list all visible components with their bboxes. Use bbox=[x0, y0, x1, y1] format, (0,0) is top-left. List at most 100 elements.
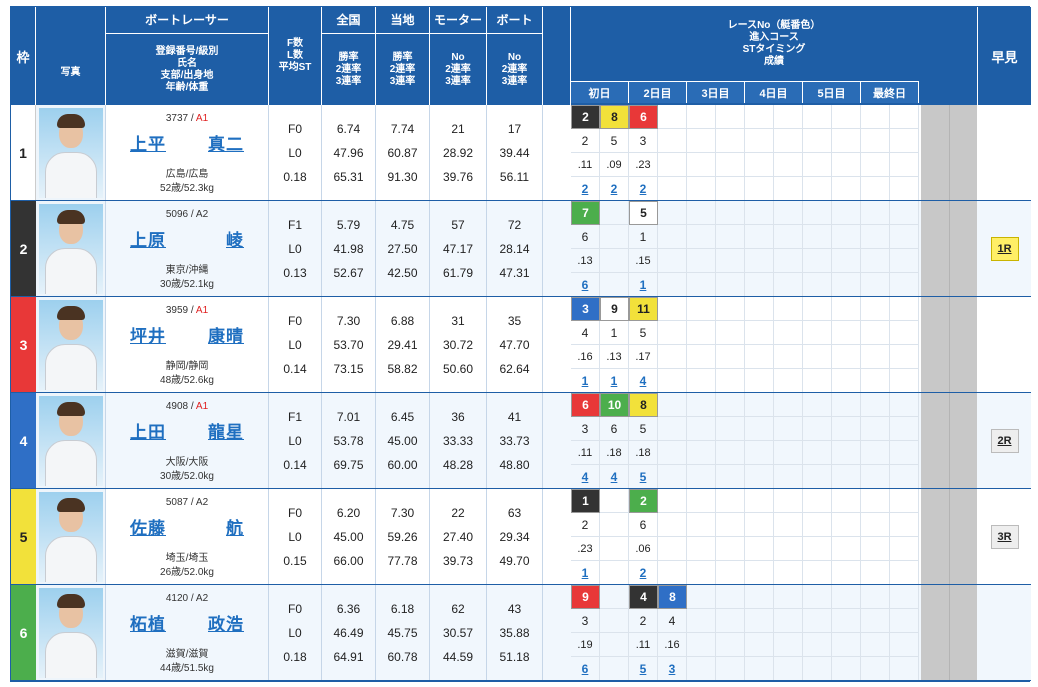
results-cell bbox=[687, 225, 716, 249]
results-cell bbox=[832, 177, 861, 201]
col-zen: 6.20 45.00 66.00 bbox=[322, 489, 376, 585]
result-link[interactable]: 5 bbox=[629, 657, 658, 681]
racer-given-name[interactable]: 政浩 bbox=[208, 615, 244, 634]
result-link[interactable]: 1 bbox=[571, 369, 600, 393]
racer-photo[interactable] bbox=[36, 585, 106, 681]
day-tab-3[interactable]: 3日目 bbox=[687, 81, 745, 103]
racer-name-link[interactable]: 上原 崚 bbox=[130, 226, 244, 251]
racer-surname[interactable]: 上田 bbox=[130, 423, 166, 442]
results-cell bbox=[774, 513, 803, 537]
results-cell bbox=[687, 129, 716, 153]
racer-name-link[interactable]: 坪井 康晴 bbox=[130, 322, 244, 347]
racer-name-link[interactable]: 柘植 政浩 bbox=[130, 610, 244, 635]
header-results-2: 進入コース bbox=[749, 32, 799, 43]
tou-value-3: 77.78 bbox=[387, 554, 418, 568]
racer-surname[interactable]: 上平 bbox=[130, 135, 166, 154]
result-link[interactable]: 3 bbox=[658, 657, 687, 681]
col-fl: F0 L0 0.18 bbox=[269, 105, 322, 201]
result-link[interactable]: 4 bbox=[629, 369, 658, 393]
result-link[interactable]: 2 bbox=[600, 177, 629, 201]
racer-photo[interactable] bbox=[36, 201, 106, 297]
result-link[interactable]: 4 bbox=[600, 465, 629, 489]
hayami-cell: 2R bbox=[978, 393, 1031, 489]
racer-photo[interactable] bbox=[36, 489, 106, 585]
l-count: L0 bbox=[288, 626, 302, 640]
result-link[interactable]: 2 bbox=[571, 177, 600, 201]
results-cell bbox=[745, 513, 774, 537]
day-tab-5[interactable]: 5日目 bbox=[803, 81, 861, 103]
result-link[interactable]: 1 bbox=[571, 561, 600, 585]
racer-given-name[interactable]: 真二 bbox=[208, 135, 244, 154]
result-link[interactable]: 1 bbox=[629, 273, 658, 297]
header-motor-sub-1: No bbox=[451, 51, 465, 63]
results-cell bbox=[774, 537, 803, 561]
result-link[interactable]: 2 bbox=[629, 177, 658, 201]
racer-given-name[interactable]: 崚 bbox=[226, 231, 244, 250]
results-cell bbox=[687, 249, 716, 273]
header-fl: F数 L数 平均ST bbox=[269, 7, 322, 105]
result-link[interactable]: 2 bbox=[629, 561, 658, 585]
results-cell bbox=[600, 585, 629, 609]
tou-value-3: 42.50 bbox=[387, 266, 418, 280]
boa-value-1: 43 bbox=[507, 602, 522, 616]
results-cell bbox=[687, 417, 716, 441]
result-link[interactable]: 5 bbox=[629, 465, 658, 489]
hayami-cell bbox=[978, 585, 1031, 681]
racer-photo[interactable] bbox=[36, 297, 106, 393]
waku-number: 1 bbox=[11, 105, 36, 201]
results-cell bbox=[774, 177, 803, 201]
racer-given-name[interactable]: 龍星 bbox=[208, 423, 244, 442]
results-cell bbox=[745, 609, 774, 633]
results-cell bbox=[861, 489, 890, 513]
result-link[interactable]: 4 bbox=[571, 465, 600, 489]
tou-value-2: 29.41 bbox=[387, 338, 418, 352]
racer-name-link[interactable]: 上平 真二 bbox=[130, 130, 244, 155]
day-tab-6[interactable]: 最終日 bbox=[861, 81, 919, 103]
racer-photo[interactable] bbox=[36, 393, 106, 489]
results-cell bbox=[600, 225, 629, 249]
results-cell bbox=[716, 177, 745, 201]
result-link[interactable]: 6 bbox=[571, 273, 600, 297]
day-tab-1[interactable]: 初日 bbox=[571, 81, 629, 103]
waku-number: 6 bbox=[11, 585, 36, 681]
results-cell bbox=[832, 105, 861, 129]
grade: A2 bbox=[195, 593, 209, 604]
results-cell bbox=[803, 585, 832, 609]
header-hayami: 早見 bbox=[978, 7, 1031, 105]
course-cell: 6 bbox=[600, 417, 629, 441]
col-boa: 17 39.44 56.11 bbox=[487, 105, 543, 201]
racer-given-name[interactable]: 康晴 bbox=[208, 327, 244, 346]
st-cell: .11 bbox=[629, 633, 658, 657]
result-link[interactable]: 6 bbox=[571, 657, 600, 681]
avg-st: 0.14 bbox=[283, 458, 307, 472]
racer-surname[interactable]: 坪井 bbox=[130, 327, 166, 346]
racer-photo[interactable] bbox=[36, 105, 106, 201]
day-tab-4[interactable]: 4日目 bbox=[745, 81, 803, 103]
results-cell bbox=[832, 585, 861, 609]
results-cell bbox=[745, 369, 774, 393]
racer-photo-image bbox=[39, 588, 103, 678]
racer-surname[interactable]: 上原 bbox=[130, 231, 166, 250]
col-boa: 35 47.70 62.64 bbox=[487, 297, 543, 393]
results-cell bbox=[890, 345, 919, 369]
st-cell: .06 bbox=[629, 537, 658, 561]
tou-value-3: 60.00 bbox=[387, 458, 418, 472]
racer-given-name[interactable]: 航 bbox=[226, 519, 244, 538]
results-cell bbox=[832, 657, 861, 681]
hayami-race-button[interactable]: 3R bbox=[990, 525, 1019, 549]
zen-value-2: 53.78 bbox=[333, 434, 364, 448]
hayami-race-button[interactable]: 2R bbox=[990, 429, 1019, 453]
racer-surname[interactable]: 佐藤 bbox=[130, 519, 166, 538]
boa-value-1: 17 bbox=[507, 122, 522, 136]
header-boat-sub-3: 3連率 bbox=[501, 75, 528, 87]
hayami-race-button[interactable]: 1R bbox=[990, 237, 1019, 261]
race-no-cell: 2 bbox=[571, 105, 600, 129]
racer-surname[interactable]: 柘植 bbox=[130, 615, 166, 634]
day-tab-2[interactable]: 2日目 bbox=[629, 81, 687, 103]
header-motor-sub-2: 2連率 bbox=[445, 63, 471, 75]
racer-name-link[interactable]: 上田 龍星 bbox=[130, 418, 244, 443]
course-cell: 6 bbox=[629, 513, 658, 537]
zen-value-1: 7.30 bbox=[336, 314, 361, 328]
result-link[interactable]: 1 bbox=[600, 369, 629, 393]
racer-name-link[interactable]: 佐藤 航 bbox=[130, 514, 244, 539]
